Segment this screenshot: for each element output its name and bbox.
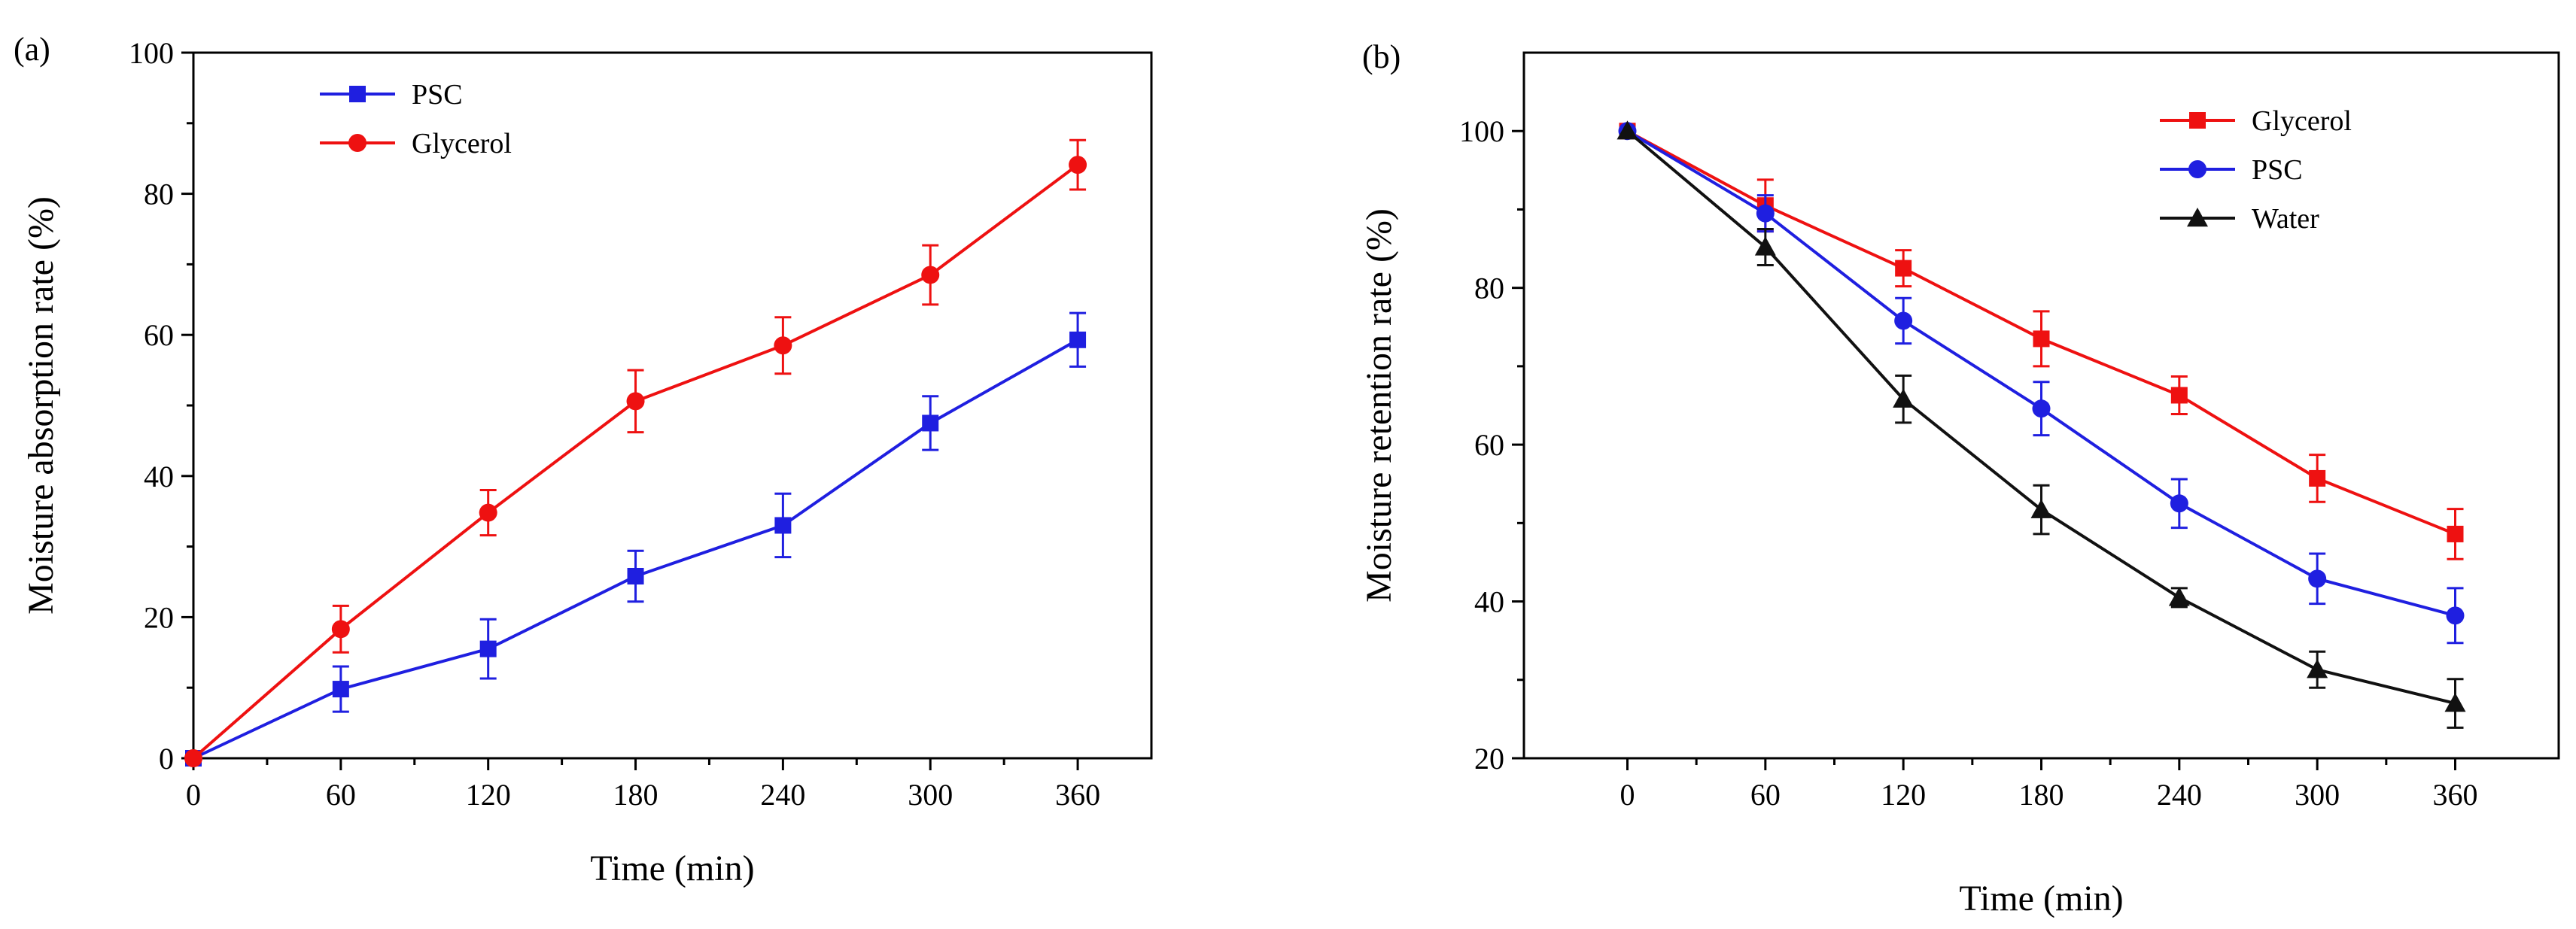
data-point-water [1893,388,1915,408]
data-point-glycerol [774,336,792,355]
legend-marker-glycerol [348,134,366,152]
x-tick-label-b: 180 [2019,778,2064,812]
y-tick-label-a: 20 [144,600,174,634]
x-tick-label-a: 240 [760,778,805,812]
data-point-glycerol [2309,469,2326,487]
data-point-glycerol [626,392,645,411]
data-point-glycerol [2447,525,2464,542]
x-tick-label-a: 0 [186,778,201,812]
panel-a: (a) Moisture absorption rate (%) Time (m… [14,31,1153,888]
legend-marker-psc [2188,160,2206,178]
x-tick-label-b: 120 [1881,778,1926,812]
data-point-water [1616,120,1638,140]
legend-marker-glycerol [2189,112,2206,129]
data-point-glycerol [1069,156,1087,175]
x-axis-title-b: Time (min) [1959,879,2123,918]
legend-label-psc: PSC [2252,154,2303,186]
data-point-glycerol [2033,330,2050,348]
data-point-glycerol [479,503,497,522]
series-water-b [1616,120,2466,729]
legend-label-water: Water [2252,203,2319,235]
x-tick-label-b: 300 [2295,778,2340,812]
data-point-water [1754,236,1776,256]
panel-label-b: (b) [1362,38,1401,75]
y-tick-label-b: 60 [1474,428,1504,462]
data-point-psc [2446,606,2465,625]
data-point-psc [627,567,644,584]
data-point-glycerol [921,266,940,284]
x-tick-label-a: 120 [466,778,511,812]
legend-a: PSC Glycerol [320,79,512,159]
data-point-water [2444,693,2466,712]
data-point-psc [2170,494,2188,513]
data-point-psc [332,681,349,698]
data-point-glycerol [1895,260,1912,277]
legend-marker-water [2187,208,2208,227]
data-point-water [2168,587,2190,606]
y-tick-label-a: 100 [129,36,174,70]
panel-label-a: (a) [14,31,50,68]
data-point-psc [2308,569,2327,588]
x-tick-label-b: 0 [1620,778,1635,812]
data-point-psc [2032,399,2051,418]
data-point-psc [1894,311,1913,330]
data-point-psc [1756,204,1775,223]
data-point-glycerol [2170,387,2188,404]
y-axis-title-b: Moisture retention rate (%) [1359,208,1399,603]
legend-label-glycerol: Glycerol [412,128,512,159]
data-point-water [2307,659,2328,679]
data-point-water [2030,499,2052,518]
data-point-psc [922,414,939,432]
series-psc-a [185,311,1087,767]
data-point-psc [774,517,792,534]
y-tick-label-a: 40 [144,460,174,493]
y-tick-label-a: 80 [144,178,174,211]
y-tick-label-a: 60 [144,318,174,352]
data-point-glycerol [184,749,202,767]
x-tick-label-a: 180 [613,778,658,812]
data-point-psc [479,640,497,657]
x-tick-label-b: 60 [1750,778,1781,812]
panel-b: (b) Moisture retention rate (%) Time (mi… [1359,38,2560,918]
x-axis-title-a: Time (min) [590,849,754,888]
data-point-psc [1069,331,1087,348]
data-point-glycerol [331,620,350,639]
legend-marker-psc [349,86,366,102]
y-tick-label-b: 20 [1474,742,1504,776]
y-tick-label-b: 40 [1474,585,1504,619]
legend-label-glycerol: Glycerol [2252,105,2352,137]
y-tick-label-b: 80 [1474,272,1504,305]
series-glycerol-a [184,138,1087,767]
x-tick-label-b: 240 [2157,778,2202,812]
x-tick-label-a: 360 [1055,778,1100,812]
x-tick-label-a: 60 [326,778,356,812]
legend-b: Glycerol PSC Water [2160,105,2352,235]
y-axis-title-a: Moisture absorption rate (%) [21,196,61,615]
legend-label-psc: PSC [412,79,463,111]
y-tick-label-b: 100 [1459,114,1504,148]
x-tick-label-a: 300 [908,778,953,812]
series-psc-b [1618,122,2465,645]
y-tick-label-a: 0 [159,742,174,776]
x-tick-label-b: 360 [2433,778,2478,812]
